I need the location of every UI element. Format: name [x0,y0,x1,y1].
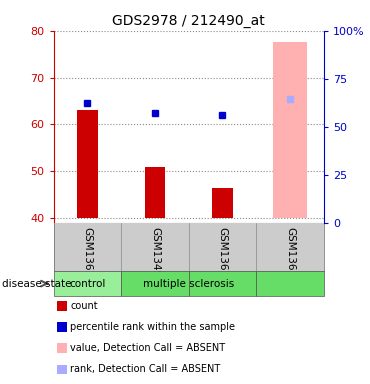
Bar [212,188,233,218]
Text: GSM136149: GSM136149 [285,227,295,290]
Text: GSM136140: GSM136140 [83,227,92,290]
Bar [145,167,165,218]
Text: multiple sclerosis: multiple sclerosis [143,278,234,289]
Text: count: count [70,301,98,311]
Text: value, Detection Call = ABSENT: value, Detection Call = ABSENT [70,343,225,353]
Text: percentile rank within the sample: percentile rank within the sample [70,322,235,332]
Text: GSM136147: GSM136147 [218,227,228,290]
Text: disease state: disease state [2,278,71,289]
Text: control: control [69,278,105,289]
Bar [77,110,98,218]
Text: rank, Detection Call = ABSENT: rank, Detection Call = ABSENT [70,364,221,374]
Title: GDS2978 / 212490_at: GDS2978 / 212490_at [112,14,265,28]
Text: GSM134953: GSM134953 [150,227,160,290]
Bar [273,42,307,218]
